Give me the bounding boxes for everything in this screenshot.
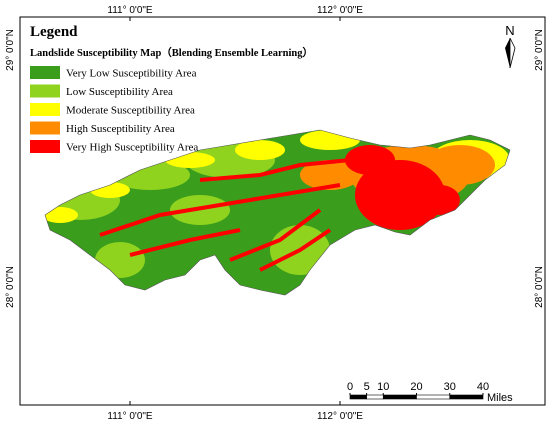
scale-label: 0 — [347, 381, 353, 393]
scale-label: 30 — [444, 381, 456, 393]
legend-label: Moderate Susceptibility Area — [66, 105, 195, 117]
legend-label: High Susceptibility Area — [66, 123, 175, 135]
north-label: N — [505, 23, 514, 38]
scale-segment — [416, 394, 451, 400]
graticule-right: 29° 0'0"N — [534, 29, 545, 71]
class-high — [425, 145, 495, 185]
legend-swatch — [30, 140, 60, 153]
legend-subtitle: Landslide Susceptibility Map（Blending En… — [30, 46, 313, 59]
class-very-high — [99, 183, 341, 237]
graticule-bottom: 111° 0'0"E — [107, 411, 153, 422]
scale-segment — [382, 394, 417, 400]
legend-label: Very Low Susceptibility Area — [66, 68, 197, 80]
graticule-top: 112° 0'0"E — [317, 5, 363, 16]
class-very-high — [259, 228, 332, 272]
graticule-left: 28° 0'0"N — [5, 266, 16, 308]
graticule-bottom: 112° 0'0"E — [317, 411, 363, 422]
scale-segment — [366, 394, 384, 400]
legend-title: Legend — [30, 24, 78, 40]
legend-swatch — [30, 103, 60, 116]
scale-unit: Miles — [487, 392, 513, 404]
legend-swatch — [30, 121, 60, 135]
class-very-high — [129, 228, 241, 257]
legend-label: Low Susceptibility Area — [66, 86, 173, 98]
class-high — [300, 160, 360, 190]
scale-label: 5 — [364, 381, 370, 393]
scale-label: 20 — [410, 381, 422, 393]
legend-label: Very High Susceptibility Area — [66, 142, 198, 154]
legend-swatch — [30, 84, 60, 98]
class-very-high — [199, 158, 351, 182]
north-arrow: N — [505, 23, 516, 69]
scale-segment — [349, 394, 367, 400]
scale-segment — [449, 394, 484, 400]
class-very-high — [229, 208, 322, 262]
class-very-high — [420, 185, 460, 215]
legend-swatch — [30, 66, 60, 79]
class-very-high — [345, 145, 395, 175]
graticule-top: 111° 0'0"E — [107, 5, 153, 16]
class-very-high — [355, 160, 445, 230]
region-outline — [44, 129, 511, 296]
scale-label: 10 — [377, 381, 389, 393]
scale-label: 40 — [477, 381, 489, 393]
graticule-left: 29° 0'0"N — [5, 29, 16, 71]
graticule-right: 28° 0'0"N — [534, 266, 545, 308]
class-moderate — [235, 140, 285, 160]
